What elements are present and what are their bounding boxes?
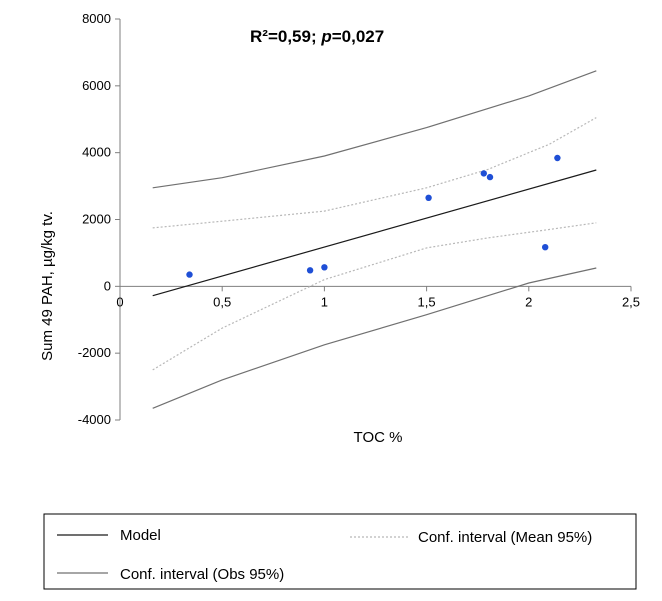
legend-box <box>43 513 637 590</box>
data-point <box>486 173 494 181</box>
y-tick-label: -2000 <box>78 345 111 360</box>
y-tick-label: 4000 <box>82 145 111 160</box>
x-tick-label: 1,5 <box>418 294 436 309</box>
legend-label-obs-ci: Conf. interval (Obs 95%) <box>120 566 284 583</box>
x-axis-title: TOC % <box>354 429 403 446</box>
axes: 8000 6000 4000 2000 0 -2000 -4000 0 0,5 1 1,5 2 2,5 <box>78 11 640 427</box>
y-tick-label: 6000 <box>82 78 111 93</box>
data-point <box>554 154 561 162</box>
data-point <box>542 244 549 251</box>
obs-ci-lower-line <box>152 267 597 409</box>
legend-label-model: Model <box>120 527 161 544</box>
data-point <box>425 194 432 201</box>
legend-label-mean-ci: Conf. interval (Mean 95%) <box>418 529 592 546</box>
obs-ci-upper-line <box>152 70 597 189</box>
x-tick-label: 2 <box>525 294 532 309</box>
x-tick-label: 1 <box>321 294 328 309</box>
data-point <box>321 264 328 271</box>
stats-annotation: R²=0,59; p=0,027 <box>250 27 384 46</box>
x-tick-label: 0 <box>116 294 123 309</box>
mean-ci-upper-line <box>152 117 597 229</box>
data-point <box>306 267 314 274</box>
data-point <box>480 170 487 177</box>
y-tick-label: -4000 <box>78 412 111 427</box>
curves <box>152 70 597 409</box>
data-points <box>186 154 561 278</box>
legend: Model Conf. interval (Mean 95%) Conf. in… <box>43 513 637 590</box>
mean-ci-lower-line <box>152 222 597 371</box>
x-tick-label: 0,5 <box>213 294 231 309</box>
x-tick-label: 2,5 <box>622 294 640 309</box>
y-tick-label: 2000 <box>82 212 111 227</box>
data-point <box>186 271 193 278</box>
y-axis-title: Sum 49 PAH, µg/kg tv. <box>39 211 56 361</box>
y-tick-label: 8000 <box>82 11 111 26</box>
model-line <box>152 169 597 297</box>
y-tick-label: 0 <box>104 278 111 293</box>
